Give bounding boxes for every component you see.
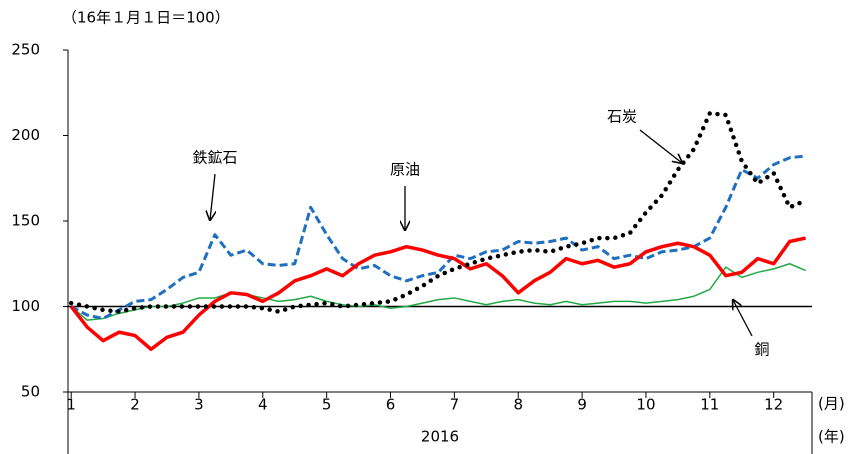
x-tick-label: 1 [66, 396, 76, 414]
x-tick-label: 7 [450, 396, 460, 414]
y-tick-label: 250 [11, 41, 40, 59]
x-tick-label: 11 [700, 396, 719, 414]
y-tick-label: 50 [21, 383, 40, 401]
x-tick-label: 6 [386, 396, 396, 414]
label-arrow [733, 300, 753, 337]
series-label: 原油 [390, 161, 420, 179]
series-line [70, 263, 806, 321]
x-tick-label: 10 [636, 396, 655, 414]
x-tick-label: 5 [322, 396, 332, 414]
x-tick-label: 3 [194, 396, 204, 414]
y-tick-label: 150 [11, 212, 40, 230]
series-label: 石炭 [607, 108, 637, 126]
x-unit: (月) [818, 395, 845, 413]
label-arrow [210, 173, 215, 220]
series-line [69, 236, 806, 351]
x-tick-label: 12 [764, 396, 783, 414]
chart-subtitle: （16年１月１日＝100） [62, 9, 230, 27]
x-tick-label: 4 [258, 396, 268, 414]
x-tick-label: 2 [130, 396, 140, 414]
y-tick-label: 100 [11, 297, 40, 315]
series-line [70, 154, 806, 320]
year-label: 2016 [421, 428, 459, 446]
series-label: 鉄鉱石 [192, 149, 237, 167]
series-label: 銅 [754, 341, 769, 359]
y-tick-label: 200 [11, 126, 40, 144]
year-unit: (年) [818, 428, 845, 446]
label-arrow [639, 129, 682, 163]
series-line [68, 111, 808, 314]
x-tick-label: 9 [577, 396, 587, 414]
x-tick-label: 8 [513, 396, 523, 414]
